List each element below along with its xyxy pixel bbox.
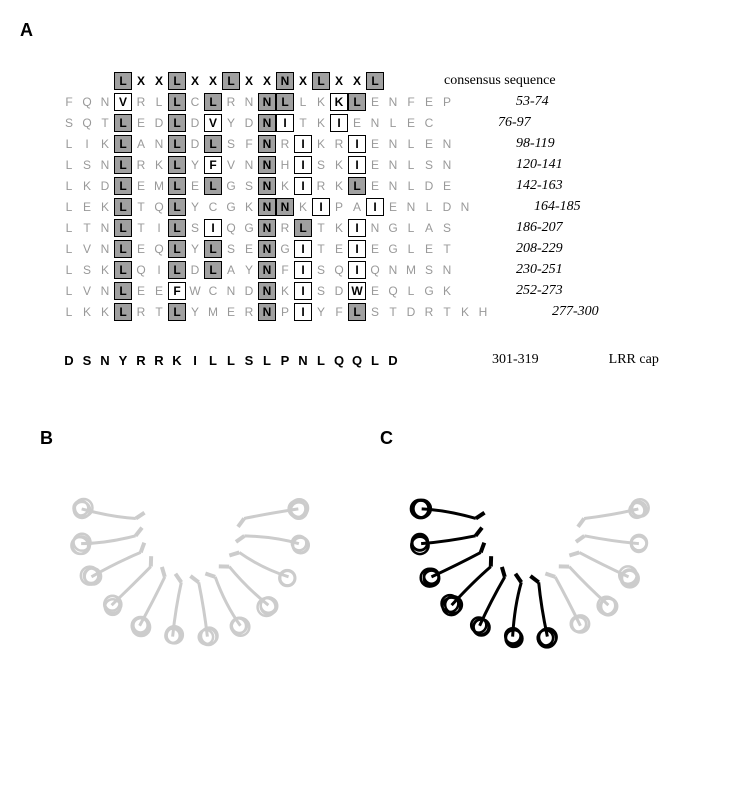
lrr-cap-row: DSNYRRKILLSLPNLQQLD 301-319 LRR cap [60,352,709,368]
panel-a-label: A [20,20,709,41]
panel-b: B [50,438,330,663]
cap-label: LRR cap [609,352,659,368]
panel-b-label: B [40,428,53,449]
cap-range: 301-319 [492,352,539,368]
sequence-alignment: LXXLXXLXXNXLXXLconsensus sequenceFQNVRLL… [60,71,709,322]
panel-c-label: C [380,428,393,449]
panel-c: C [390,438,670,663]
structure-c-svg [390,438,670,658]
structure-panels: B C [50,438,709,663]
structure-b-svg [50,438,330,658]
